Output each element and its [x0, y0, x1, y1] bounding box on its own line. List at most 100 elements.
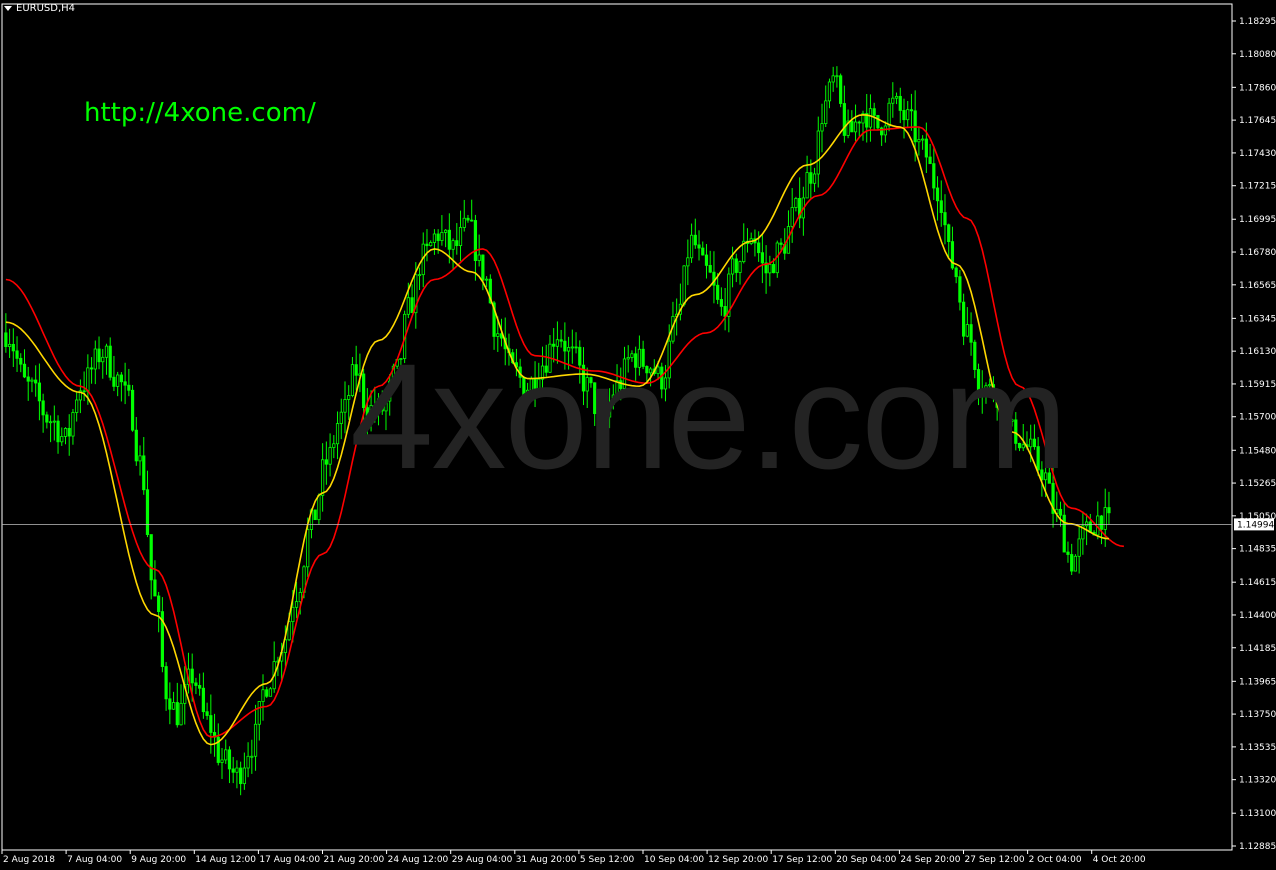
- candle-body: [928, 156, 932, 165]
- candle-body: [48, 421, 53, 424]
- candle-body: [216, 736, 220, 763]
- candle-body: [328, 447, 332, 465]
- candle-body: [697, 244, 701, 249]
- candle-body: [470, 219, 474, 222]
- candle-body: [175, 702, 179, 726]
- candle-body: [1066, 551, 1070, 555]
- axes-layer: 1.18295 1.18080 1.17860 1.17645 1.17430 1.172…: [1, 3, 1276, 865]
- candle-body: [313, 509, 317, 521]
- candle-body: [1017, 442, 1022, 449]
- candle-body: [976, 369, 981, 392]
- candle-body: [116, 374, 120, 387]
- candle-body: [134, 429, 138, 462]
- candle-body: [231, 768, 235, 773]
- candle-body: [824, 100, 828, 124]
- candle-body: [1107, 507, 1111, 514]
- x-tick-label: 7 Aug 04:00: [67, 855, 122, 865]
- candle-body: [246, 755, 250, 769]
- candle-body: [1062, 514, 1066, 553]
- candle-body: [1058, 508, 1063, 516]
- x-tick-label: 9 Aug 20:00: [131, 855, 186, 865]
- candle-body: [909, 109, 914, 112]
- candle-body: [108, 345, 112, 378]
- candle-body: [742, 240, 746, 263]
- candle-body: [112, 376, 116, 387]
- candle-body: [898, 95, 902, 111]
- candle-body: [887, 102, 891, 127]
- candle-body: [1032, 438, 1037, 448]
- candle-body: [432, 233, 437, 243]
- candle-body: [1029, 438, 1033, 448]
- candle-body: [660, 366, 664, 390]
- candle-body: [164, 666, 168, 700]
- candle-body: [816, 130, 820, 175]
- candle-body: [999, 394, 1003, 408]
- candle-body: [902, 110, 906, 121]
- candle-body: [648, 368, 653, 374]
- y-tick-label: 1.16565: [1239, 281, 1276, 291]
- candle-body: [440, 232, 444, 241]
- candle-body: [984, 385, 988, 396]
- candle-body: [257, 701, 261, 725]
- candle-body: [842, 103, 846, 136]
- candle-body: [738, 261, 742, 273]
- candle-body: [160, 611, 164, 667]
- moving-averages-layer: [5, 113, 1124, 746]
- y-tick-label: 1.13320: [1239, 776, 1276, 786]
- candle-body: [619, 380, 623, 389]
- candle-body: [962, 301, 966, 337]
- chevron-down-icon[interactable]: [4, 5, 12, 11]
- candle-body: [41, 400, 45, 416]
- y-tick-label: 1.13100: [1239, 809, 1276, 819]
- candle-body: [171, 702, 176, 710]
- candle-body: [906, 109, 910, 121]
- candle-body: [525, 389, 530, 395]
- candle-body: [947, 224, 951, 243]
- candle-body: [988, 384, 992, 387]
- candle-body: [589, 377, 593, 384]
- y-tick-label: 1.13965: [1239, 677, 1276, 687]
- symbol-text: EURUSD,H4: [16, 3, 76, 14]
- candle-body: [332, 443, 336, 448]
- candle-body: [921, 138, 925, 141]
- candle-body: [466, 217, 470, 221]
- candle-body: [682, 265, 686, 305]
- candle-body: [354, 364, 358, 376]
- candle-body: [127, 384, 131, 391]
- candle-body: [1073, 555, 1078, 572]
- candle-body: [630, 353, 634, 358]
- candle-body: [321, 459, 325, 496]
- candle-body: [566, 347, 571, 352]
- candle-body: [969, 324, 973, 343]
- candle-body: [410, 297, 414, 314]
- candle-body: [865, 113, 869, 128]
- x-tick-label: 2 Aug 2018: [3, 855, 55, 865]
- candle-body: [265, 689, 269, 697]
- site-link[interactable]: http://4xone.com/: [84, 98, 316, 128]
- candle-body: [458, 227, 463, 247]
- candle-body: [846, 120, 850, 136]
- symbol-label[interactable]: EURUSD,H4: [4, 3, 75, 14]
- candle-body: [973, 341, 977, 370]
- ma-slow-line: [5, 126, 1124, 738]
- candle-body: [220, 759, 224, 763]
- candle-body: [1014, 419, 1018, 444]
- candle-body: [15, 350, 19, 359]
- candle-body: [540, 365, 545, 380]
- candle-body: [596, 409, 601, 415]
- candle-body: [34, 379, 38, 384]
- candle-body: [22, 363, 27, 378]
- candle-body: [917, 139, 921, 143]
- candle-body: [123, 381, 127, 386]
- x-tick-label: 24 Aug 12:00: [388, 855, 449, 865]
- candle-body: [1081, 525, 1085, 540]
- candle-body: [60, 436, 64, 443]
- candle-body: [1006, 420, 1010, 425]
- candle-body: [1103, 507, 1107, 530]
- candle-body: [1040, 469, 1044, 481]
- candle-body: [142, 455, 146, 491]
- ma-fast-line: [5, 113, 1110, 746]
- candle-body: [82, 390, 86, 393]
